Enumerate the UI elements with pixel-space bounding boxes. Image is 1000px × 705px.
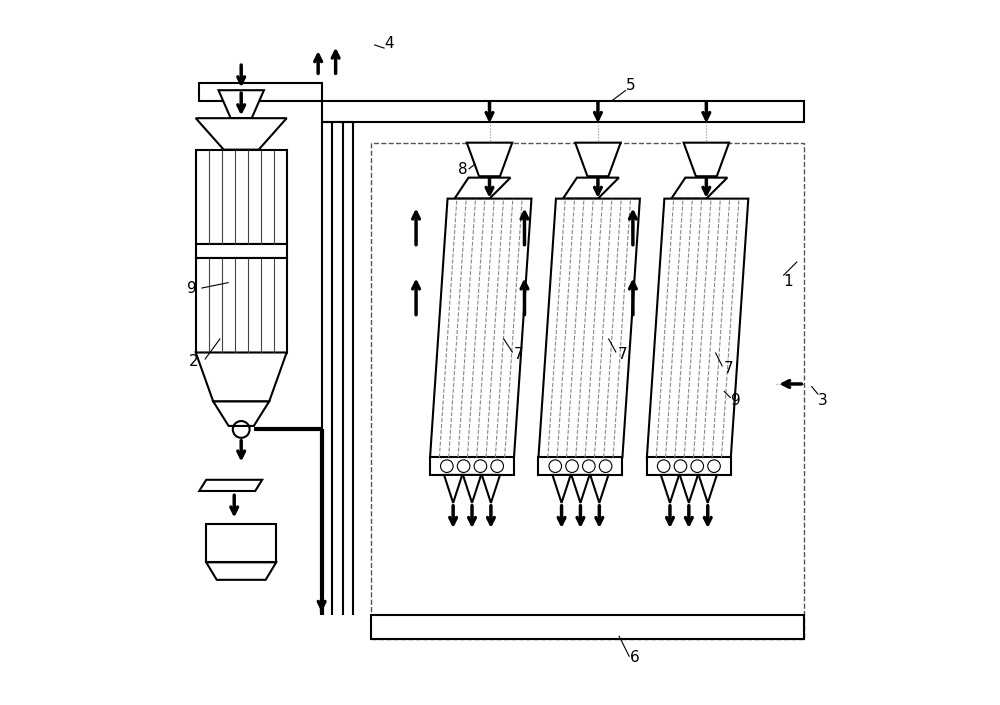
Polygon shape [455, 178, 510, 199]
Polygon shape [671, 178, 727, 199]
Text: 7: 7 [724, 362, 733, 376]
Bar [196, 258, 287, 352]
Polygon shape [661, 475, 679, 503]
Polygon shape [467, 142, 512, 176]
Bar [371, 615, 804, 639]
Polygon shape [590, 475, 608, 503]
Text: 9: 9 [187, 281, 196, 296]
Polygon shape [563, 178, 619, 199]
Polygon shape [463, 475, 481, 503]
Polygon shape [552, 475, 571, 503]
Text: 3: 3 [818, 393, 828, 408]
Text: 5: 5 [626, 78, 636, 93]
Bar [206, 524, 276, 563]
Polygon shape [444, 475, 462, 503]
Text: 7: 7 [514, 348, 524, 362]
Polygon shape [538, 199, 640, 458]
Polygon shape [218, 90, 264, 118]
Bar [322, 101, 804, 122]
Text: 9: 9 [731, 393, 741, 408]
Polygon shape [482, 475, 500, 503]
Polygon shape [430, 199, 531, 458]
Text: 6: 6 [629, 649, 639, 665]
Bar [196, 244, 287, 258]
Polygon shape [571, 475, 590, 503]
Polygon shape [699, 475, 717, 503]
Polygon shape [647, 199, 748, 458]
Bar [647, 458, 731, 475]
Polygon shape [206, 563, 276, 580]
Polygon shape [575, 142, 621, 176]
Text: 2: 2 [189, 355, 198, 369]
Text: 8: 8 [458, 162, 468, 177]
Bar [199, 83, 322, 101]
Text: 7: 7 [618, 348, 627, 362]
Text: 4: 4 [385, 36, 394, 51]
Polygon shape [196, 352, 287, 401]
Polygon shape [213, 401, 269, 426]
Bar [538, 458, 622, 475]
Bar [196, 149, 287, 244]
Polygon shape [684, 142, 729, 176]
Bar [430, 458, 514, 475]
Polygon shape [680, 475, 698, 503]
Polygon shape [199, 480, 262, 491]
Text: 1: 1 [783, 274, 793, 289]
Bar [371, 142, 804, 639]
Polygon shape [196, 118, 287, 149]
